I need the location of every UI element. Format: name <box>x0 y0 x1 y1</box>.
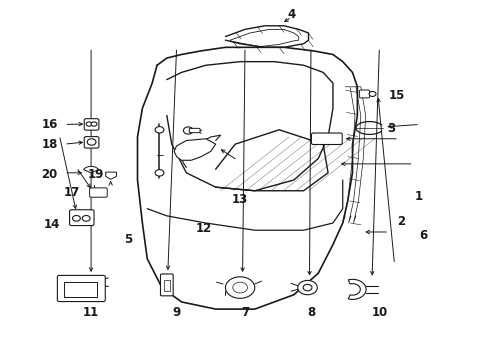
FancyBboxPatch shape <box>90 188 107 197</box>
Text: 6: 6 <box>419 229 427 242</box>
Text: 5: 5 <box>123 233 132 246</box>
Text: 14: 14 <box>44 218 60 231</box>
Circle shape <box>183 127 193 134</box>
Text: 1: 1 <box>415 190 422 203</box>
Text: 20: 20 <box>42 168 58 181</box>
Polygon shape <box>174 139 216 160</box>
Text: 2: 2 <box>397 215 405 228</box>
FancyBboxPatch shape <box>359 90 369 98</box>
Text: 10: 10 <box>371 306 388 319</box>
FancyBboxPatch shape <box>189 129 200 133</box>
Text: 17: 17 <box>63 186 80 199</box>
FancyBboxPatch shape <box>57 275 105 302</box>
Circle shape <box>369 91 376 96</box>
Text: 13: 13 <box>232 193 248 206</box>
FancyBboxPatch shape <box>84 119 99 130</box>
Polygon shape <box>106 172 117 179</box>
Circle shape <box>87 139 96 145</box>
FancyBboxPatch shape <box>164 280 170 291</box>
Circle shape <box>155 127 164 133</box>
Text: 18: 18 <box>41 138 58 150</box>
Circle shape <box>91 122 97 126</box>
Circle shape <box>233 282 247 293</box>
FancyBboxPatch shape <box>312 133 342 144</box>
Text: 9: 9 <box>172 306 181 319</box>
Circle shape <box>73 216 80 221</box>
Text: 15: 15 <box>388 89 405 102</box>
Text: 4: 4 <box>287 8 295 21</box>
Text: 19: 19 <box>88 168 104 181</box>
Circle shape <box>303 284 312 291</box>
Circle shape <box>86 122 92 126</box>
Circle shape <box>155 170 164 176</box>
Wedge shape <box>83 166 98 173</box>
Circle shape <box>298 280 318 295</box>
Polygon shape <box>348 279 366 300</box>
FancyBboxPatch shape <box>84 136 99 148</box>
Text: 8: 8 <box>307 306 315 319</box>
FancyBboxPatch shape <box>70 210 94 226</box>
Text: 16: 16 <box>41 118 58 131</box>
Text: 7: 7 <box>241 306 249 319</box>
Text: 12: 12 <box>196 222 212 235</box>
Text: 3: 3 <box>388 122 395 135</box>
Circle shape <box>225 277 255 298</box>
Text: 11: 11 <box>83 306 99 319</box>
FancyBboxPatch shape <box>160 274 173 296</box>
FancyBboxPatch shape <box>64 282 98 297</box>
Circle shape <box>82 216 90 221</box>
